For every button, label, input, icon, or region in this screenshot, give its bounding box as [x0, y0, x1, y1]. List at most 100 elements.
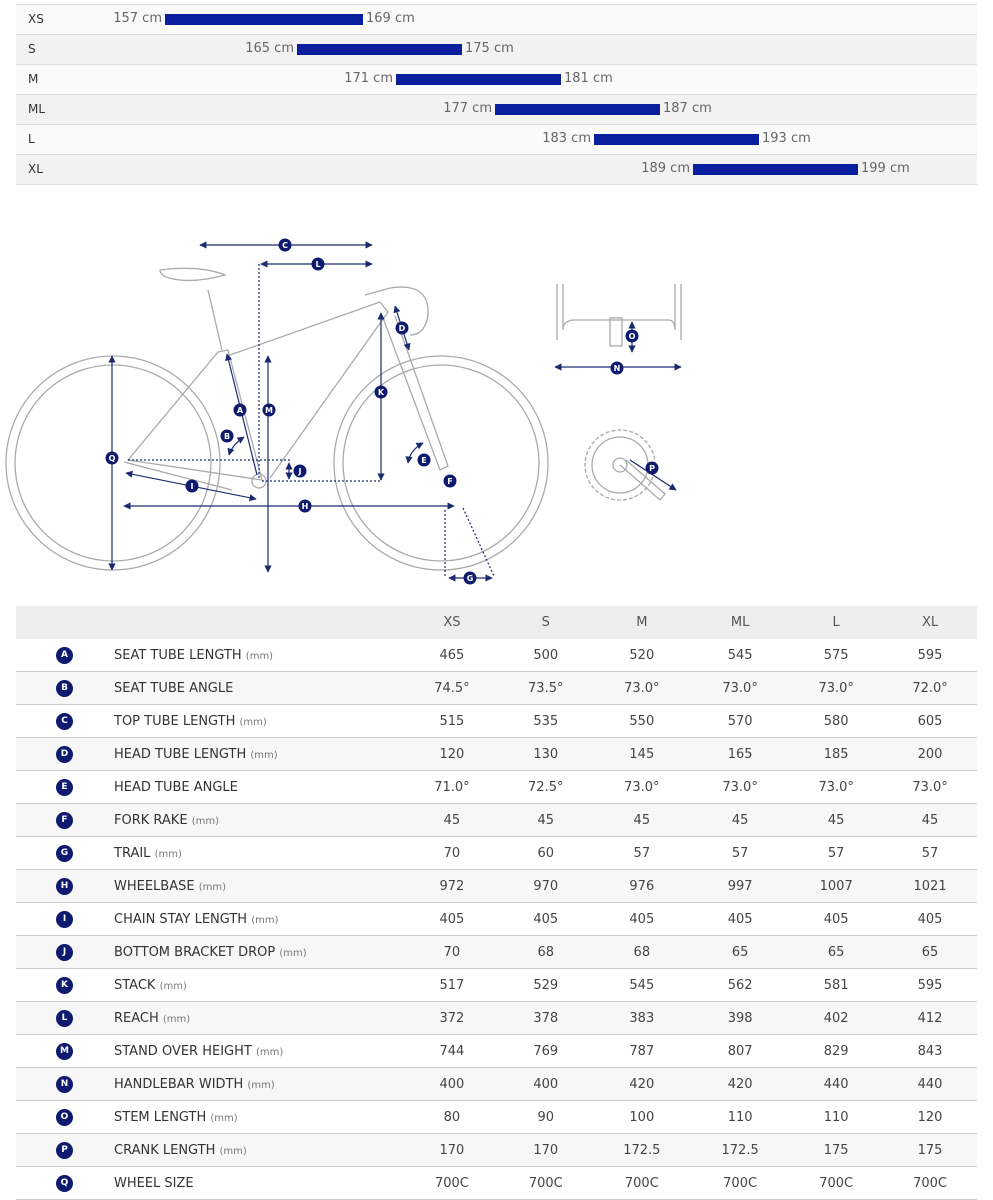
unit-label: (mm) [191, 815, 219, 827]
max-height-label: 181 cm [564, 71, 613, 86]
dimension-badge [417, 453, 431, 467]
min-height-label: 157 cm [113, 11, 162, 26]
table-row: Q WHEEL SIZE 700C 700C 700C 700C 700C 700C [16, 1166, 977, 1200]
min-height-label: 165 cm [245, 41, 294, 56]
table-row: I CHAIN STAY LENGTH (mm) 405 405 405 405 405 4… [16, 902, 977, 936]
measurement-label: REACH [114, 1010, 159, 1026]
value-cell: 700C [498, 1166, 593, 1200]
unit-label: (mm) [250, 749, 278, 761]
value-cell: 45 [789, 803, 884, 837]
dimension-letter: K [378, 388, 385, 397]
value-cell: 440 [883, 1067, 977, 1101]
value-cell: 70 [405, 836, 499, 870]
measurement-label: SEAT TUBE LENGTH [114, 647, 242, 663]
value-cell: 535 [498, 704, 593, 738]
max-height-label: 193 cm [762, 131, 811, 146]
value-cell: 73.0° [592, 770, 691, 804]
table-row: K STACK (mm) 517 529 545 562 581 595 [16, 968, 977, 1002]
dimension-badge [395, 321, 409, 335]
value-cell: 110 [789, 1100, 884, 1134]
value-cell: 80 [405, 1100, 499, 1134]
unit-label: (mm) [219, 1145, 247, 1157]
table-row: E HEAD TUBE ANGLE 71.0° 72.5° 73.0° 73.0° 73… [16, 770, 977, 804]
value-cell: 570 [690, 704, 790, 738]
measurement-label: BOTTOM BRACKET DROP [114, 944, 276, 960]
value-cell: 45 [405, 803, 499, 837]
value-cell: 595 [883, 968, 977, 1002]
letter-badge: H [56, 878, 73, 895]
table-row: G TRAIL (mm) 70 60 57 57 57 57 [16, 836, 977, 870]
column-header-l: L [789, 606, 884, 639]
dimension-letter: P [649, 464, 655, 473]
letter-badge: C [56, 713, 73, 730]
size-label: M [28, 72, 39, 86]
size-chart: XS 157 cm 169 cm S 165 cm 175 cm M 171 cm … [16, 4, 977, 185]
handlebar-drawing [556, 284, 682, 347]
value-cell: 170 [498, 1133, 593, 1167]
dimension-letter: D [399, 324, 406, 333]
dimension-badge [233, 403, 247, 417]
measurement-label: SEAT TUBE ANGLE [114, 680, 234, 696]
dimension-badge [105, 451, 119, 465]
height-range-bar [594, 134, 759, 145]
value-cell: 73.0° [690, 671, 790, 705]
dimension-badge [645, 461, 659, 475]
letter-badge: M [56, 1043, 73, 1060]
value-cell: 517 [405, 968, 499, 1002]
size-label: XL [28, 162, 43, 176]
table-row: O STEM LENGTH (mm) 80 90 100 110 110 120 [16, 1100, 977, 1134]
dimension-letter: J [298, 467, 302, 476]
dimension-badge [220, 429, 234, 443]
value-cell: 372 [405, 1001, 499, 1035]
value-cell: 45 [498, 803, 593, 837]
unit-label: (mm) [198, 881, 227, 893]
value-cell: 378 [498, 1001, 593, 1035]
measurement-label: STEM LENGTH [114, 1109, 207, 1125]
value-cell: 65 [789, 935, 884, 969]
table-row: H WHEELBASE (mm) 972 970 976 997 1007 1021 [16, 869, 977, 903]
value-cell: 45 [690, 803, 790, 837]
value-cell: 73.0° [883, 770, 977, 804]
value-cell: 605 [883, 704, 977, 738]
table-row: L REACH (mm) 372 378 383 398 402 412 [16, 1001, 977, 1035]
table-row: J BOTTOM BRACKET DROP (mm) 70 68 68 65 65 65 [16, 935, 977, 969]
value-cell: 515 [405, 704, 499, 738]
table-row: C TOP TUBE LENGTH (mm) 515 535 550 570 580 605 [16, 704, 977, 738]
size-label: S [28, 42, 36, 56]
bike-outline [5, 267, 549, 571]
value-cell: 57 [883, 836, 977, 870]
column-header-xl: XL [883, 606, 977, 639]
unit-label: (mm) [239, 716, 267, 728]
unit-label: (mm) [210, 1112, 238, 1124]
value-cell: 744 [405, 1034, 499, 1068]
value-cell: 72.0° [883, 671, 977, 705]
value-cell: 405 [498, 902, 593, 936]
measurement-label: HEAD TUBE ANGLE [114, 779, 238, 795]
dimension-letter: H [302, 502, 309, 511]
value-cell: 405 [592, 902, 691, 936]
unit-label: (mm) [245, 650, 274, 662]
letter-badge: N [56, 1076, 73, 1093]
value-cell: 700C [690, 1166, 790, 1200]
value-cell: 57 [592, 836, 691, 870]
value-cell: 420 [690, 1067, 790, 1101]
dimension-letter: O [629, 332, 636, 341]
value-cell: 73.0° [789, 770, 884, 804]
value-cell: 45 [883, 803, 977, 837]
value-cell: 57 [789, 836, 884, 870]
value-cell: 412 [883, 1001, 977, 1035]
value-cell: 165 [690, 737, 790, 771]
value-cell: 68 [592, 935, 691, 969]
dimension-badge [463, 571, 477, 585]
height-range-bar [297, 44, 462, 55]
height-range-bar [165, 14, 363, 25]
value-cell: 68 [498, 935, 593, 969]
value-cell: 970 [498, 869, 593, 903]
value-cell: 185 [789, 737, 884, 771]
unit-label: (mm) [279, 947, 307, 959]
value-cell: 562 [690, 968, 790, 1002]
value-cell: 175 [789, 1133, 884, 1167]
size-row: M 171 cm 181 cm [16, 65, 977, 95]
dimension-letter: G [467, 574, 474, 583]
value-cell: 405 [789, 902, 884, 936]
